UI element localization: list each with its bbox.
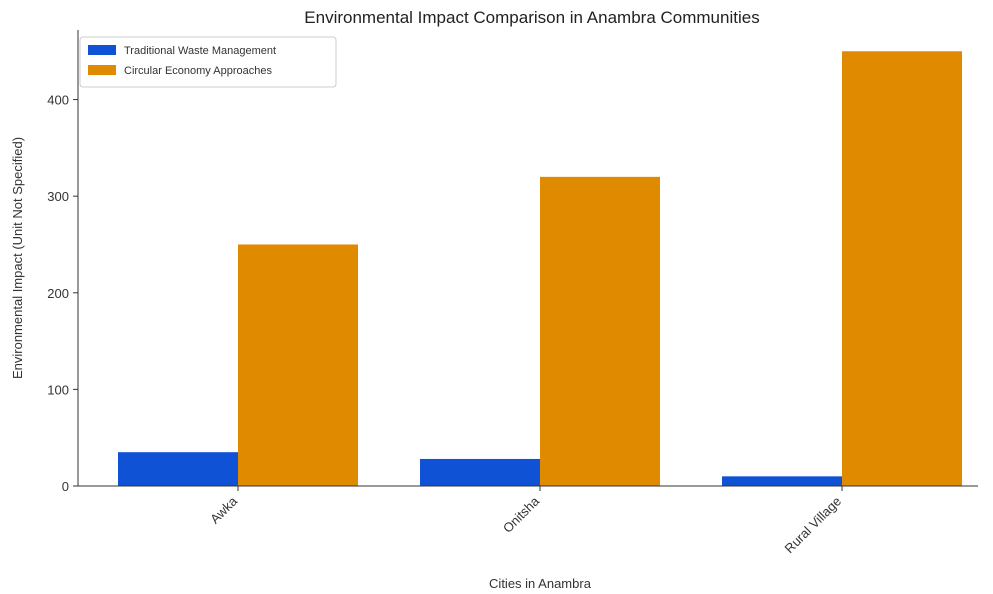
chart-title: Environmental Impact Comparison in Anamb…	[304, 8, 759, 27]
y-axis-ticks: 0 100 200 300 400	[47, 93, 78, 494]
bar-circular-rural-village	[842, 51, 962, 486]
x-axis-label: Cities in Anambra	[489, 576, 592, 591]
bar-circular-onitsha	[540, 176, 660, 486]
y-tick-label: 0	[62, 479, 69, 494]
bar-traditional-rural-village	[722, 476, 842, 486]
plot-area	[118, 51, 962, 486]
y-tick-label: 400	[47, 93, 69, 108]
x-tick-label: Awka	[207, 493, 240, 526]
legend-swatch	[88, 65, 116, 75]
x-tick-label: Rural Village	[782, 494, 845, 557]
x-axis-ticks: Awka Onitsha Rural Village	[207, 486, 844, 556]
y-axis-label: Environmental Impact (Unit Not Specified…	[10, 137, 25, 379]
y-tick-label: 100	[47, 382, 69, 397]
legend: Traditional Waste Management Circular Eco…	[79, 36, 337, 88]
bar-circular-awka	[238, 244, 358, 486]
y-tick-label: 300	[47, 189, 69, 204]
legend-label: Circular Economy Approaches	[124, 65, 272, 77]
bar-traditional-onitsha	[420, 458, 540, 486]
legend-label: Traditional Waste Management	[124, 45, 276, 57]
bar-traditional-awka	[118, 452, 238, 486]
x-tick-label: Onitsha	[500, 493, 543, 536]
y-tick-label: 200	[47, 286, 69, 301]
legend-box	[79, 36, 337, 88]
legend-swatch	[88, 45, 116, 55]
